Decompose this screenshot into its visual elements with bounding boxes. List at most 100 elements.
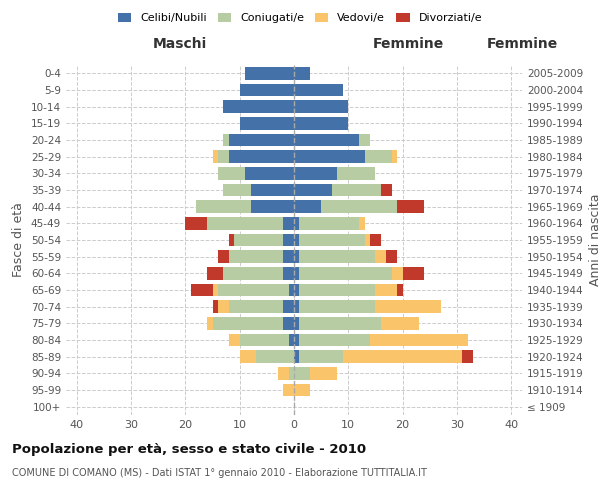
Bar [299,267,392,280]
Bar [370,234,381,246]
Text: Femmine: Femmine [487,37,557,51]
Bar [359,217,365,230]
Bar [218,284,289,296]
Bar [294,317,299,330]
Bar [386,250,397,263]
Bar [240,350,256,363]
Bar [294,184,332,196]
Bar [218,167,245,179]
Bar [283,250,294,263]
Bar [256,350,294,363]
Bar [294,84,343,96]
Bar [294,234,299,246]
Bar [294,367,310,380]
Bar [283,384,294,396]
Bar [299,250,376,263]
Bar [376,284,397,296]
Bar [294,300,299,313]
Text: Popolazione per età, sesso e stato civile - 2010: Popolazione per età, sesso e stato civil… [12,442,366,456]
Bar [196,200,251,213]
Bar [343,350,462,363]
Bar [240,334,289,346]
Y-axis label: Fasce di età: Fasce di età [13,202,25,278]
Bar [229,250,283,263]
Text: Femmine: Femmine [373,37,443,51]
Bar [245,167,294,179]
Bar [283,267,294,280]
Bar [289,334,294,346]
Bar [381,317,419,330]
Bar [299,334,370,346]
Bar [223,267,283,280]
Bar [294,284,299,296]
Bar [397,200,424,213]
Bar [294,250,299,263]
Bar [299,217,359,230]
Bar [337,167,376,179]
Bar [289,284,294,296]
Bar [294,384,310,396]
Bar [299,234,365,246]
Bar [218,300,229,313]
Bar [283,234,294,246]
Bar [299,300,376,313]
Bar [294,200,321,213]
Bar [381,184,392,196]
Text: Maschi: Maschi [153,37,207,51]
Bar [397,284,403,296]
Bar [294,350,299,363]
Bar [403,267,424,280]
Bar [294,150,365,163]
Bar [462,350,473,363]
Bar [191,284,212,296]
Bar [294,134,359,146]
Bar [359,134,370,146]
Bar [294,100,348,113]
Bar [218,250,229,263]
Bar [212,317,283,330]
Bar [283,217,294,230]
Bar [392,150,397,163]
Bar [321,200,397,213]
Bar [294,267,299,280]
Bar [365,234,370,246]
Bar [223,134,229,146]
Bar [207,267,223,280]
Bar [207,217,283,230]
Bar [229,300,283,313]
Bar [365,150,392,163]
Bar [376,300,440,313]
Bar [278,367,289,380]
Bar [223,184,251,196]
Bar [370,334,468,346]
Bar [251,200,294,213]
Bar [240,117,294,130]
Bar [283,300,294,313]
Bar [283,317,294,330]
Bar [392,267,403,280]
Bar [212,150,218,163]
Bar [294,334,299,346]
Bar [223,100,294,113]
Bar [310,367,337,380]
Bar [218,150,229,163]
Bar [234,234,283,246]
Bar [245,67,294,80]
Bar [251,184,294,196]
Bar [289,367,294,380]
Bar [212,284,218,296]
Bar [229,134,294,146]
Bar [229,334,240,346]
Bar [240,84,294,96]
Legend: Celibi/Nubili, Coniugati/e, Vedovi/e, Divorziati/e: Celibi/Nubili, Coniugati/e, Vedovi/e, Di… [113,8,487,28]
Bar [207,317,212,330]
Bar [294,217,299,230]
Bar [212,300,218,313]
Y-axis label: Anni di nascita: Anni di nascita [589,194,600,286]
Bar [299,317,381,330]
Bar [332,184,381,196]
Text: COMUNE DI COMANO (MS) - Dati ISTAT 1° gennaio 2010 - Elaborazione TUTTITALIA.IT: COMUNE DI COMANO (MS) - Dati ISTAT 1° ge… [12,468,427,477]
Bar [185,217,207,230]
Bar [299,350,343,363]
Bar [294,67,310,80]
